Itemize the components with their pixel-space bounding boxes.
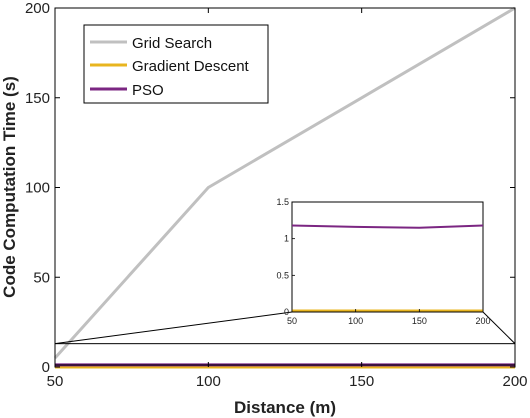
zoom-region-box [54,343,516,366]
inset-plot: 50 100 150 200 0 0.5 1 1.5 [276,197,490,326]
legend-label-grid-search: Grid Search [132,35,212,52]
y-tick-label: 100 [25,180,50,197]
legend-label-gradient-descent: Gradient Descent [132,58,250,75]
inset-y-tick-label: 1 [284,234,289,244]
inset-x-tick-label: 150 [412,316,427,326]
legend-label-pso: PSO [132,82,164,99]
x-tick-label: 150 [349,373,374,390]
zoom-connector-right [482,311,516,345]
y-axis-label: Code Computation Time (s) [0,76,19,298]
inset-axes-box [291,201,484,313]
legend: Grid Search Gradient Descent PSO [83,24,269,104]
y-tick-label: 0 [42,359,50,376]
y-tick-label: 150 [25,90,50,107]
inset-y-tick-label: 0 [284,307,289,317]
x-tick-label: 100 [196,373,221,390]
x-axis-label: Distance (m) [234,398,336,417]
inset-y-tick-label: 1.5 [276,197,289,207]
y-tick-label: 200 [25,0,50,17]
inset-x-tick-label: 200 [475,316,490,326]
inset-ticks-group: 50 100 150 200 0 0.5 1 1.5 [276,197,490,326]
inset-x-tick-label: 100 [348,316,363,326]
inset-x-tick-label: 50 [287,316,297,326]
inset-y-tick-label: 0.5 [276,270,289,280]
series-line-grid-search [53,6,516,360]
x-tick-label: 50 [47,373,64,390]
y-tick-label: 50 [33,269,50,286]
x-tick-label: 200 [502,373,527,390]
zoom-connector-left [54,311,293,345]
inset-series-line-pso [291,224,484,229]
zoom-box-group [54,311,516,366]
inset-series-group [291,224,484,312]
